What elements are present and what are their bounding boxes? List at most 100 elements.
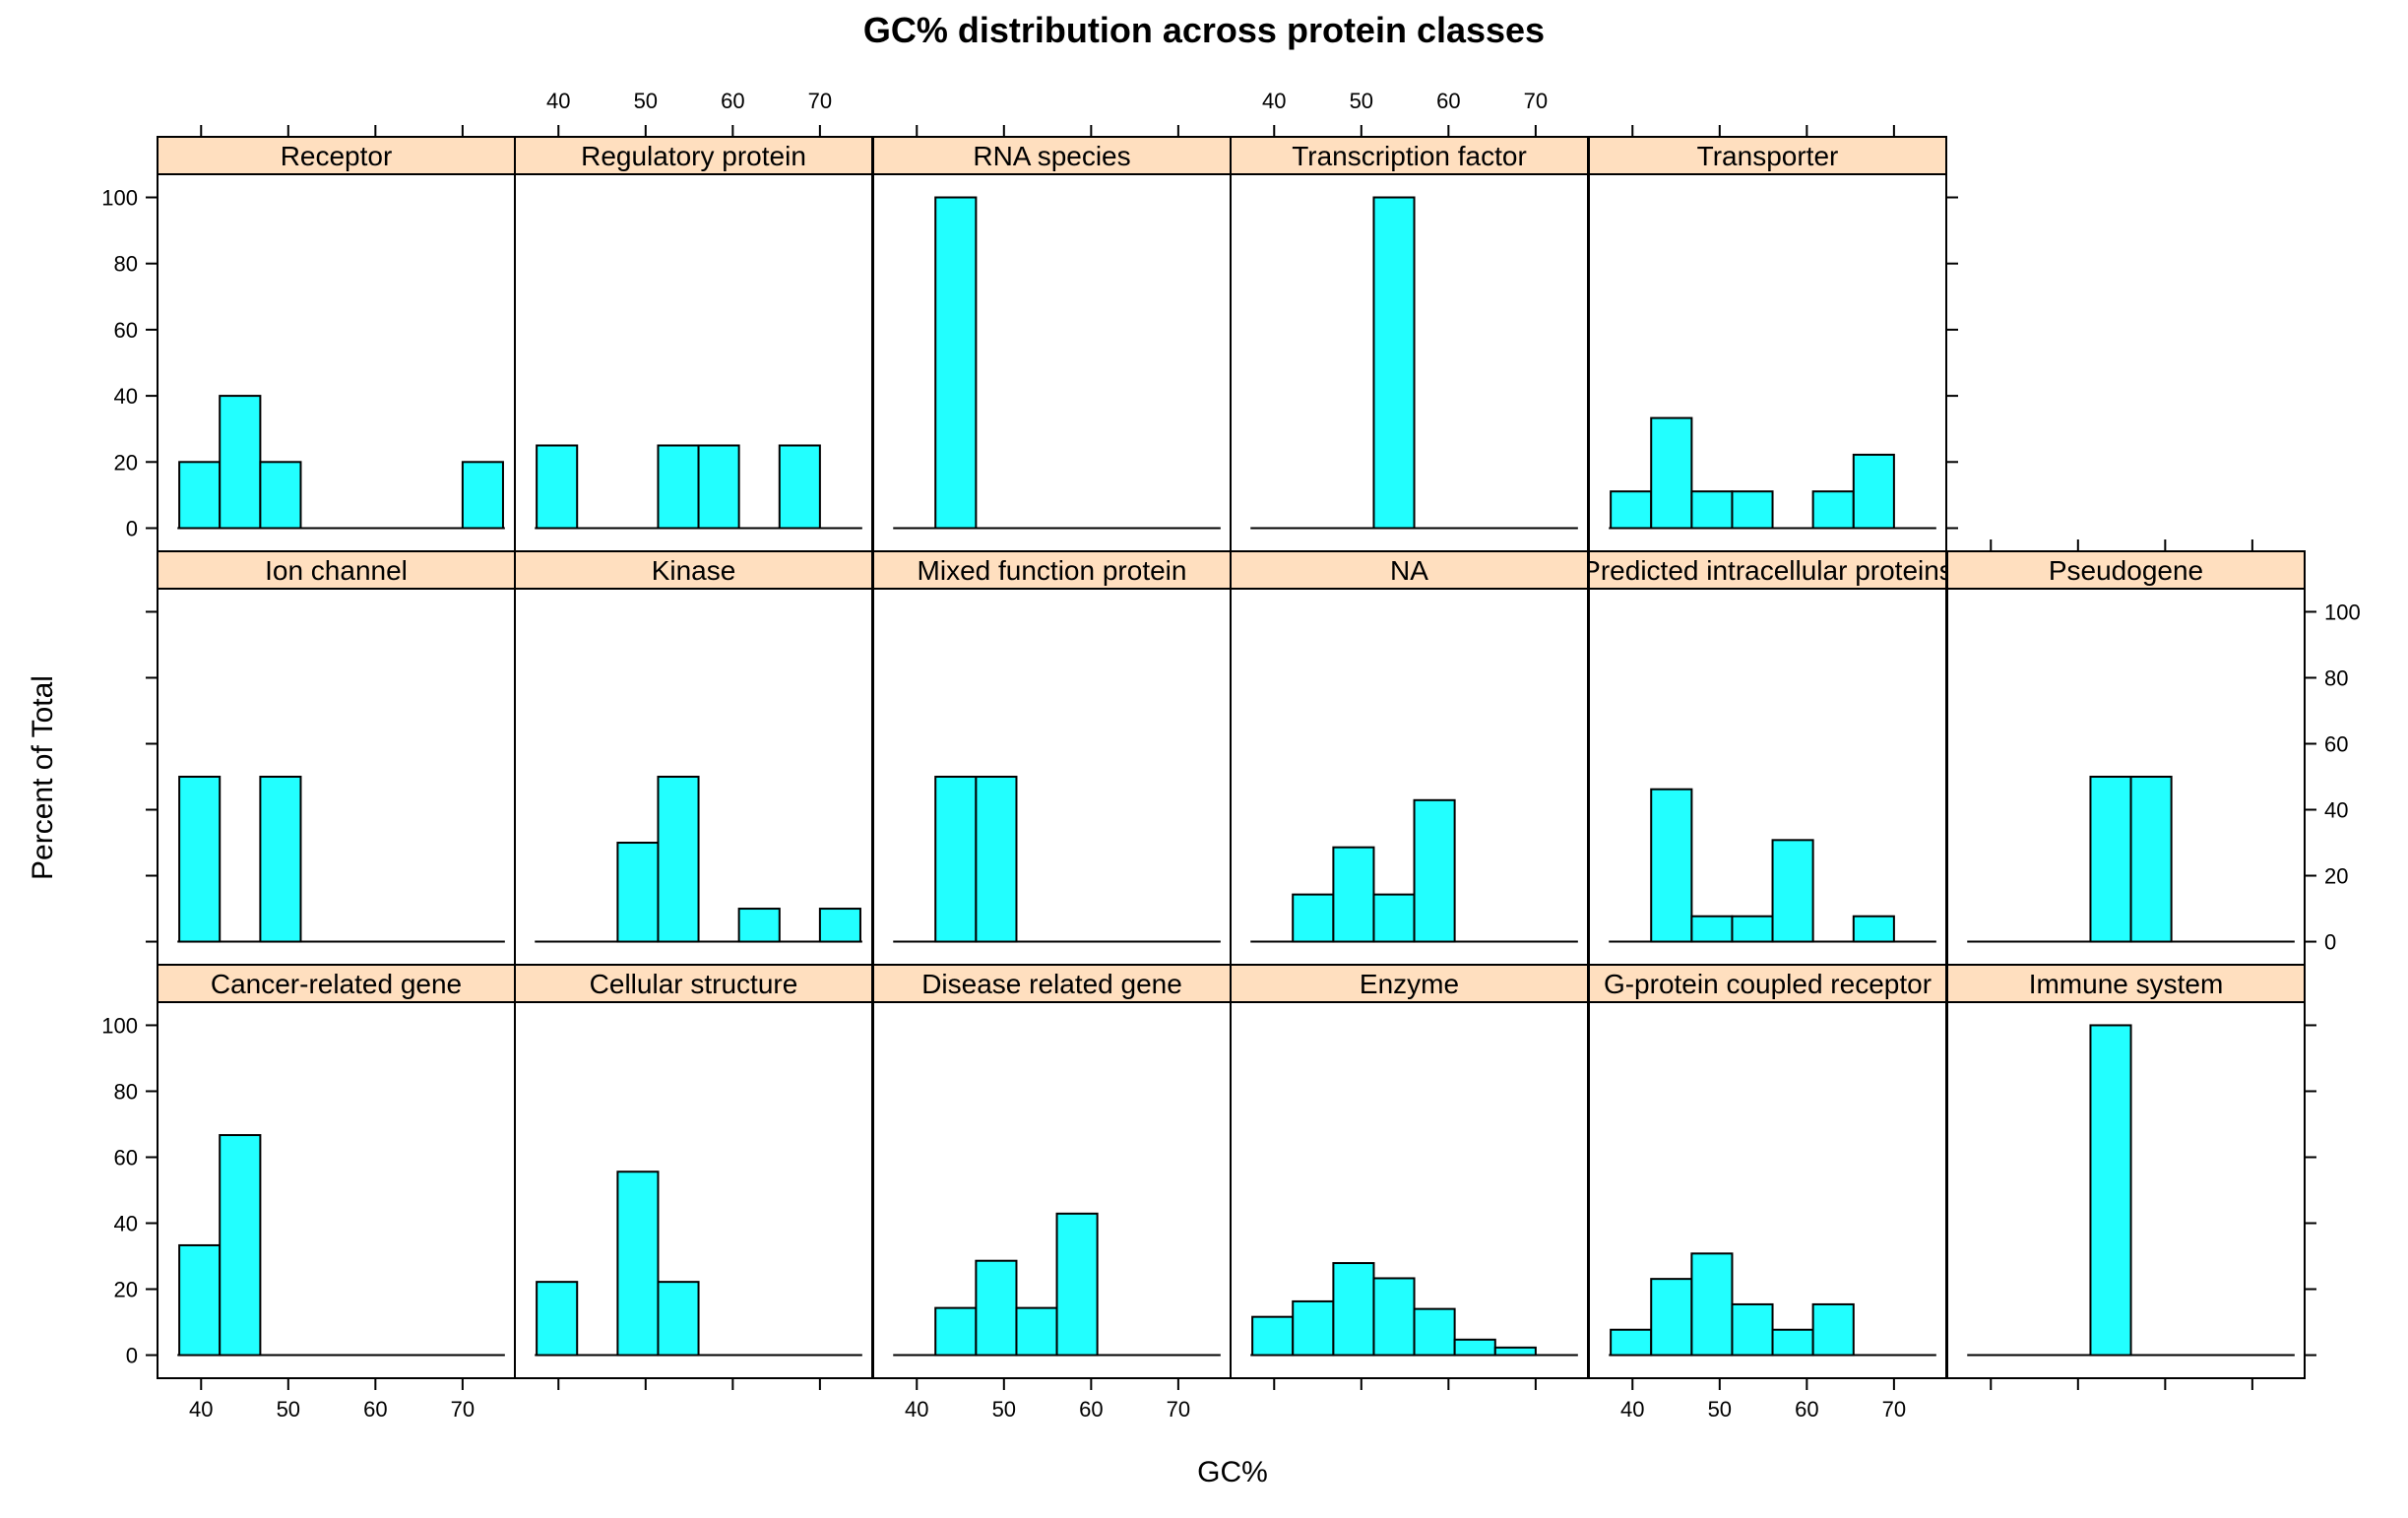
panel: Pseudogene <box>1946 550 2306 966</box>
histogram-bar <box>934 776 978 943</box>
axis-tick-label: 40 <box>1262 89 1286 113</box>
histogram-bar <box>259 461 302 530</box>
axis-tick-label: 20 <box>114 1278 138 1302</box>
axis-tick-label: 70 <box>451 1397 475 1422</box>
histogram-bar <box>219 395 262 530</box>
panel: NA <box>1230 550 1589 966</box>
histogram-bar <box>975 1259 1018 1357</box>
histogram-bar <box>2089 1024 2132 1357</box>
axis-tick-label: 80 <box>114 1079 138 1104</box>
histogram-bar <box>1372 196 1416 530</box>
histogram-bar <box>1610 1328 1653 1357</box>
panel-strip-label: Receptor <box>281 141 393 171</box>
axis-tick-label: 60 <box>2324 731 2348 756</box>
panel-strip <box>872 964 1232 1003</box>
histogram-bar <box>778 444 821 530</box>
axis-tick-label: 100 <box>2324 600 2361 624</box>
axes-layer: 40 50 60 70 40 50 60 70 40 50 60 70 40 50 60 70 40 50 60 70… <box>101 89 2360 1422</box>
y-axis-label: Percent of Total <box>27 675 59 880</box>
histogram-bar <box>1690 490 1734 530</box>
histogram-bar <box>1690 1252 1734 1357</box>
panel-strip-label: Pseudogene <box>2049 555 2203 586</box>
panel-strip <box>1588 964 1947 1003</box>
histogram-bar <box>178 461 222 530</box>
histogram-bar <box>1372 893 1416 943</box>
histogram-bar <box>1811 1302 1855 1357</box>
histogram-bar <box>178 776 222 943</box>
panel-strip <box>872 550 1232 590</box>
panel: Cellular structure <box>514 964 873 1379</box>
axis-tick-label: 40 <box>114 1212 138 1236</box>
histogram-bar <box>1852 453 1895 530</box>
histogram-bar <box>1650 416 1693 530</box>
axis-tick-label: 50 <box>992 1397 1016 1422</box>
axis-tick-label: 50 <box>1708 1397 1732 1422</box>
axis-tick-label: 100 <box>101 1013 138 1038</box>
axis-tick-label: 60 <box>363 1397 387 1422</box>
histogram-bar <box>1413 1307 1456 1357</box>
histogram-bar <box>1493 1346 1537 1357</box>
histogram-bar <box>536 1281 579 1357</box>
panel-plot-area <box>1946 1001 2306 1379</box>
panel: RNA species <box>872 136 1232 552</box>
panel: Receptor <box>157 136 516 552</box>
axis-tick-label: 20 <box>114 450 138 474</box>
histogram-bar <box>178 1243 222 1357</box>
panel: Enzyme <box>1230 964 1589 1379</box>
panel: Disease related gene <box>872 964 1232 1379</box>
panel-strip-label: Mixed function protein <box>918 555 1187 586</box>
histogram-bar <box>1015 1306 1058 1357</box>
panel: Kinase <box>514 550 873 966</box>
histogram-bar <box>818 908 861 943</box>
axis-tick-label: 0 <box>126 516 138 540</box>
panel-strip <box>1230 550 1589 590</box>
panel-strip-label: Ion channel <box>265 555 408 586</box>
panels-layer: Receptor Regulatory protein RNA species Tra… <box>157 136 2306 1379</box>
panel-strip-label: NA <box>1390 555 1428 586</box>
histogram-bar <box>1731 1302 1774 1357</box>
histogram-bar <box>1292 1299 1335 1357</box>
axis-tick-label: 50 <box>277 1397 300 1422</box>
panel: Transporter <box>1588 136 1947 552</box>
panel-strip-label: Immune system <box>2029 969 2224 999</box>
histogram-bar <box>616 842 660 943</box>
axis-tick-label: 70 <box>1882 1397 1906 1422</box>
panel: Transcription factor <box>1230 136 1589 552</box>
axis-tick-label: 40 <box>114 384 138 409</box>
histogram-bar <box>1650 1278 1693 1357</box>
axis-tick-label: 80 <box>2324 665 2348 690</box>
axis-tick-label: 60 <box>114 1145 138 1170</box>
axis-tick-label: 60 <box>1795 1397 1818 1422</box>
axis-tick-label: 50 <box>634 89 658 113</box>
histogram-bar <box>975 776 1018 943</box>
histogram-bar <box>536 444 579 530</box>
histogram-bar <box>1372 1277 1416 1357</box>
histogram-bar <box>461 461 504 530</box>
panel-strip-label: Regulatory protein <box>581 141 806 171</box>
axis-tick-label: 70 <box>808 89 832 113</box>
histogram-bar <box>697 444 740 530</box>
axis-tick-label: 40 <box>1620 1397 1644 1422</box>
panel: Immune system <box>1946 964 2306 1379</box>
histogram-bar <box>934 1306 978 1357</box>
panel-plot-area <box>872 588 1232 966</box>
panel-strip <box>157 964 516 1003</box>
panel: Predicted intracellular proteins <box>1582 550 1953 966</box>
histogram-bar <box>1453 1338 1496 1357</box>
histogram-bar <box>1251 1315 1295 1357</box>
histogram-bar <box>1332 846 1375 943</box>
panel: Cancer-related gene <box>157 964 516 1379</box>
axis-tick-label: 0 <box>126 1344 138 1368</box>
panel-plot-area <box>1588 588 1947 966</box>
axis-tick-label: 70 <box>1167 1397 1190 1422</box>
axis-tick-label: 100 <box>101 186 138 211</box>
histogram-bar <box>1413 798 1456 943</box>
histogram-bar <box>1292 893 1335 943</box>
panel-strip-label: Predicted intracellular proteins <box>1582 555 1953 586</box>
panel-strip-label: G-protein coupled receptor <box>1604 969 1932 999</box>
axis-tick-label: 60 <box>721 89 744 113</box>
panel: G-protein coupled receptor <box>1588 964 1947 1379</box>
histogram-bar <box>1650 788 1693 943</box>
histogram-bar <box>2089 776 2132 943</box>
panel-strip <box>157 136 516 175</box>
